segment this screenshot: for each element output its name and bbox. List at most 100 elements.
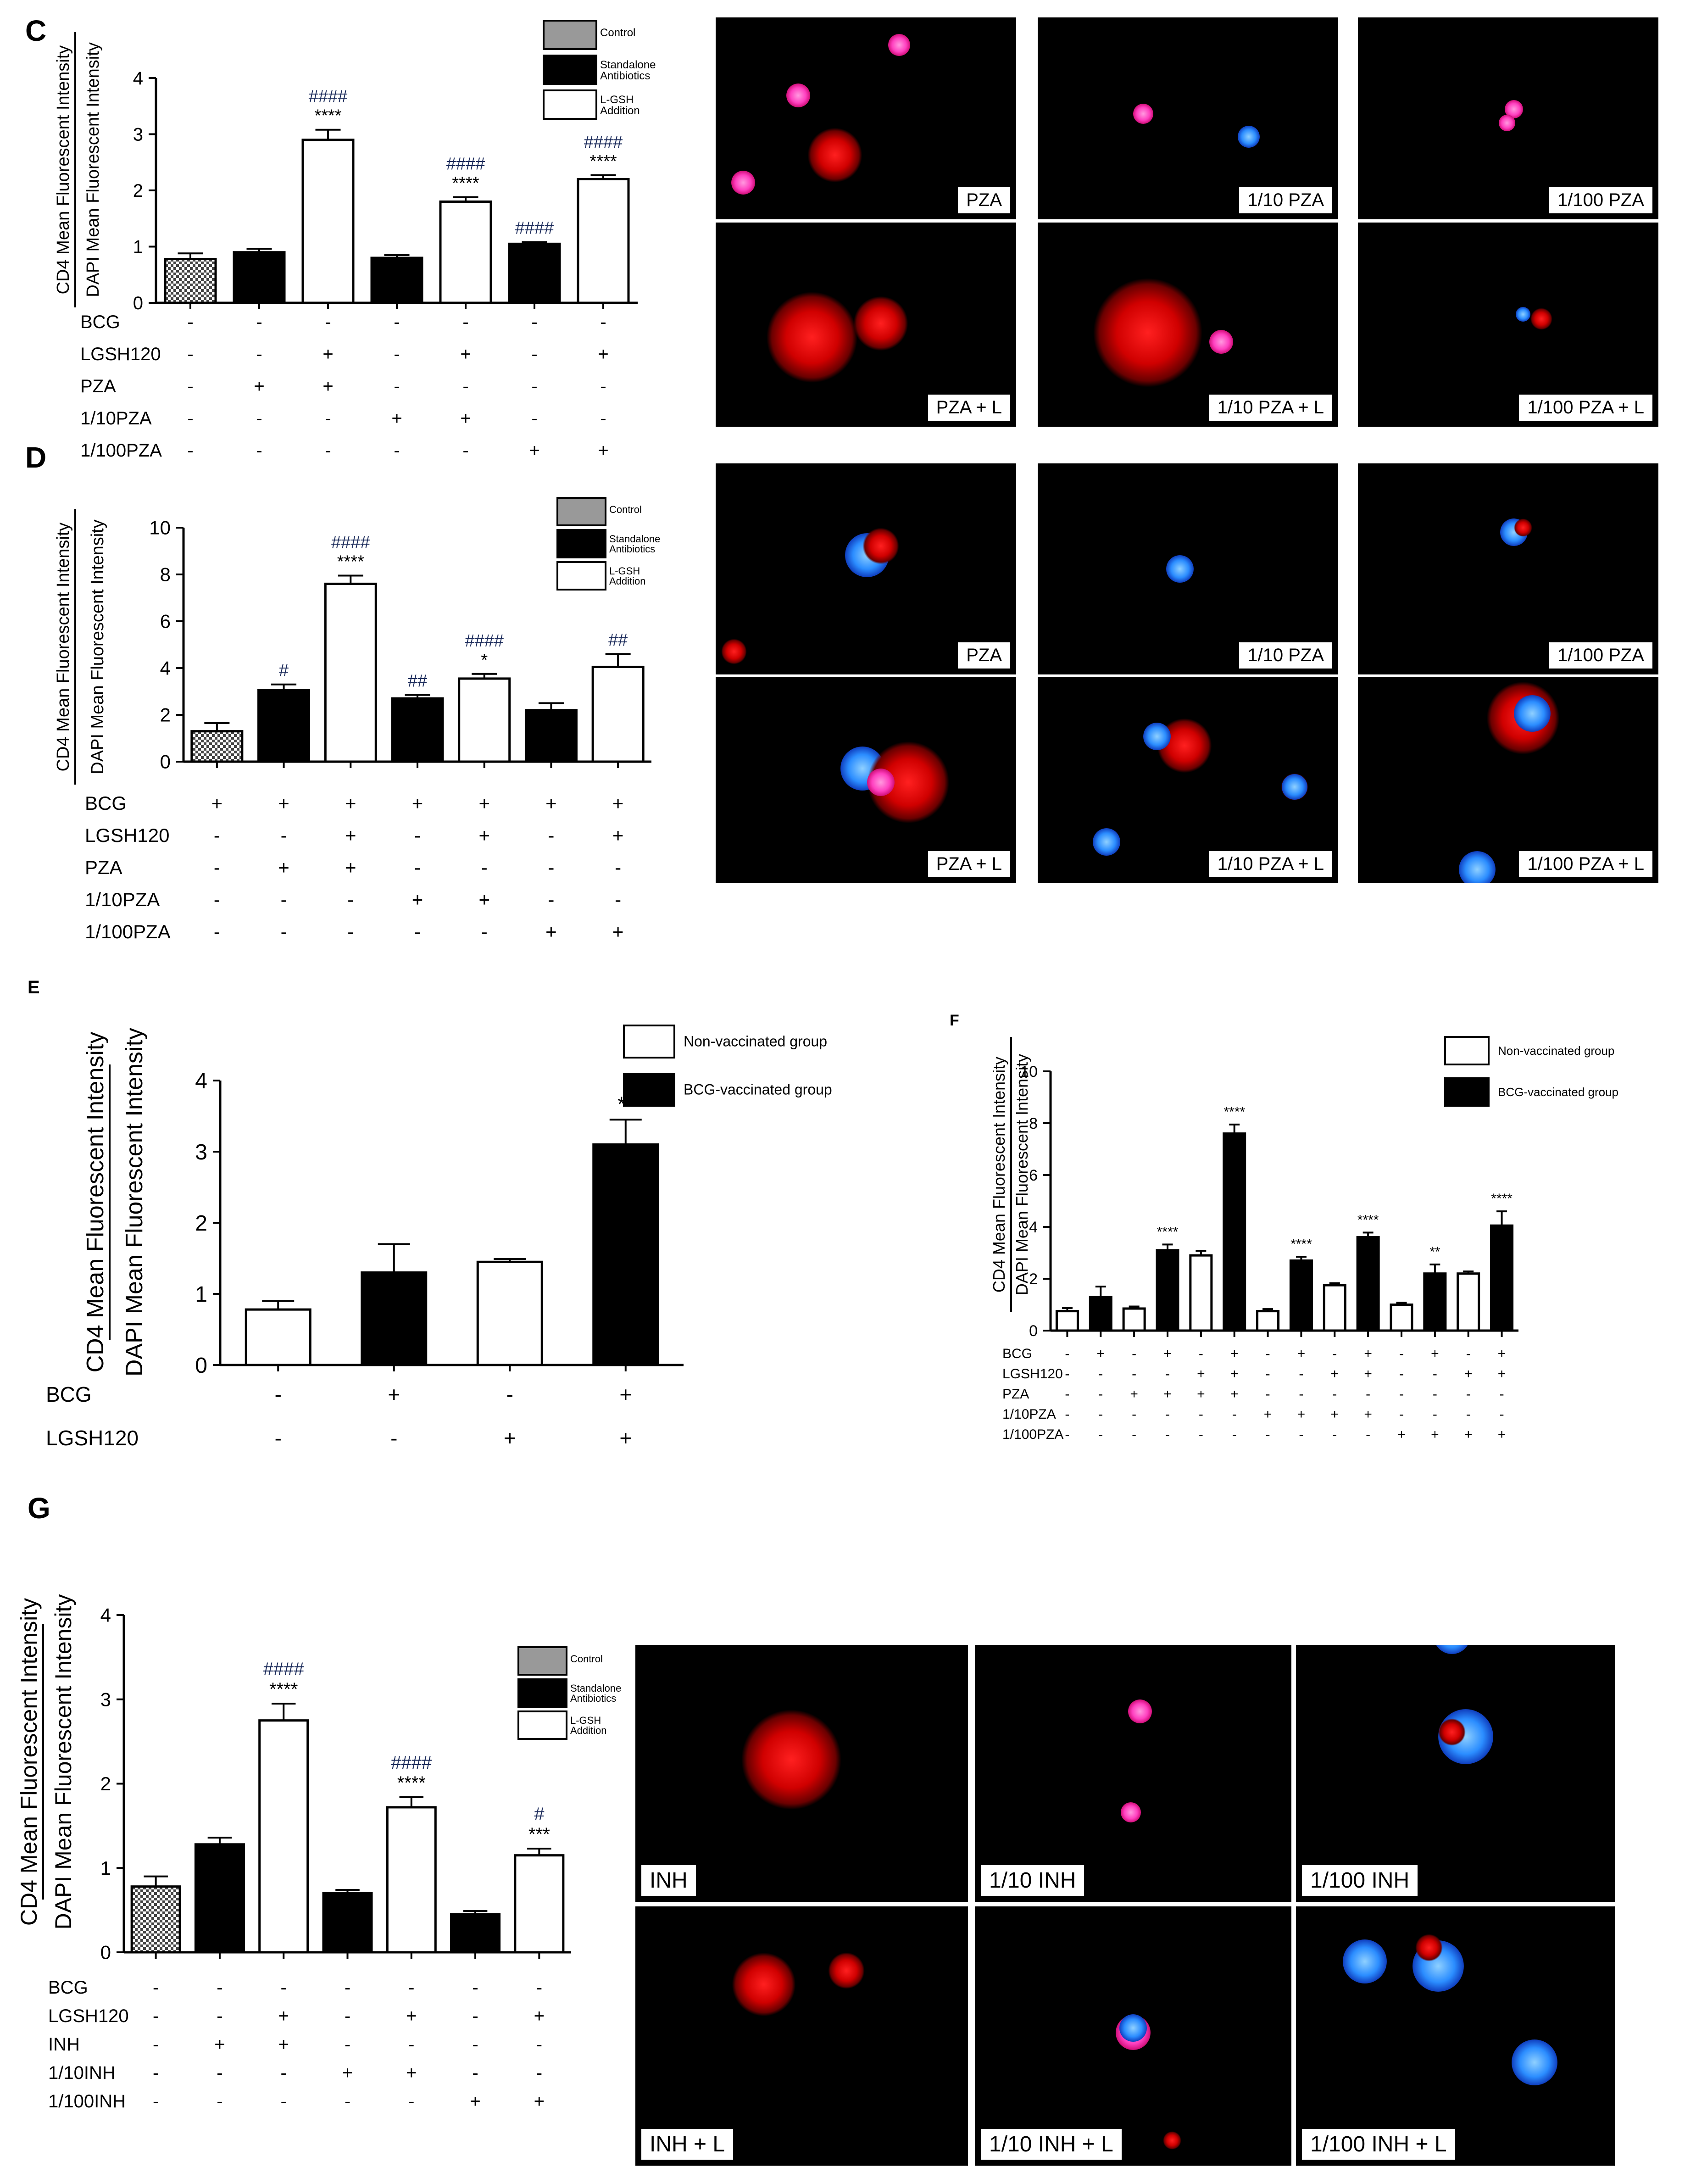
bar [439, 201, 492, 304]
condition-sign: + [214, 2034, 225, 2055]
condition-row-label: LGSH120 [48, 2006, 129, 2026]
cell-blob [1434, 1645, 1470, 1654]
condition-sign: - [531, 344, 537, 364]
bar [458, 677, 511, 763]
y-tick-label: 1 [195, 1282, 207, 1307]
condition-sign: + [1431, 1427, 1439, 1442]
condition-sign: - [390, 1426, 397, 1450]
condition-sign: - [345, 2006, 350, 2026]
condition-sign: + [1364, 1407, 1372, 1422]
condition-sign: - [462, 376, 468, 396]
significance-stars: **** [1357, 1212, 1379, 1227]
legend-label-lgsh-2: Addition [600, 105, 640, 117]
cell-blob [1163, 2131, 1181, 2150]
micrograph-d-2: 1/100 PZA [1358, 463, 1658, 674]
condition-sign: + [612, 921, 624, 942]
condition-sign: - [1232, 1427, 1237, 1442]
significance-stars: **** [1157, 1224, 1179, 1239]
micrograph-d-1: 1/10 PZA [1038, 463, 1338, 674]
condition-sign: - [615, 889, 621, 910]
micrograph-d-4: 1/10 PZA + L [1038, 677, 1338, 883]
legend-swatch-standalone [543, 55, 597, 85]
condition-sign: - [408, 1978, 414, 1998]
condition-row-label: INH [48, 2034, 80, 2055]
condition-sign: + [1163, 1387, 1172, 1402]
condition-sign: - [615, 857, 621, 878]
significance-stars: **** [1290, 1237, 1312, 1252]
condition-sign: + [1431, 1346, 1439, 1361]
legend-label-nonvax: Non-vaccinated group [684, 1033, 827, 1050]
condition-sign: - [1199, 1407, 1203, 1422]
legend-label-lgsh-2: Addition [570, 1725, 607, 1736]
condition-sign: - [394, 344, 400, 364]
significance-stars: ** [1429, 1244, 1440, 1259]
condition-row-label: PZA [85, 857, 122, 878]
condition-sign: - [408, 2091, 414, 2112]
y-tick-label: 0 [133, 293, 143, 313]
condition-sign: - [1065, 1427, 1069, 1442]
cell-blob [1516, 307, 1530, 322]
legend-swatch-lgsh [543, 89, 597, 120]
y-axis-label-cd4: CD4 Mean Fluorescent Intensity [54, 45, 73, 295]
y-tick-label: 3 [100, 1688, 111, 1710]
condition-sign: + [345, 857, 356, 878]
cell-blob [1093, 828, 1120, 856]
micrograph-label: 1/100 PZA [1547, 186, 1654, 215]
condition-sign: - [1332, 1427, 1337, 1442]
condition-sign: - [1399, 1366, 1404, 1382]
condition-sign: - [1500, 1407, 1504, 1422]
legend-label-control: Control [600, 27, 635, 39]
significance-hashes: #### [465, 631, 504, 651]
cell-blob [1128, 1699, 1152, 1723]
micrograph-label: PZA + L [926, 850, 1012, 879]
cell-blob [721, 639, 747, 664]
significance-stars: **** [589, 152, 617, 171]
condition-sign: - [281, 2063, 287, 2083]
y-tick-label: 1 [133, 237, 143, 257]
condition-sign: - [325, 312, 331, 332]
condition-sign: - [1366, 1427, 1370, 1442]
condition-sign: - [1065, 1407, 1069, 1422]
condition-sign: + [612, 792, 624, 814]
condition-sign: - [347, 921, 354, 942]
condition-sign: - [600, 376, 606, 396]
micrograph-d-5: 1/100 PZA + L [1358, 677, 1658, 883]
bar [1390, 1304, 1413, 1332]
significance-stars: **** [452, 174, 479, 193]
significance-hashes: #### [309, 87, 348, 106]
micrograph-g-1: 1/10 INH [975, 1645, 1291, 1902]
significance-hashes: # [279, 661, 289, 680]
cell-blob [1143, 723, 1171, 750]
micrograph-label: 1/10 PZA + L [1207, 850, 1334, 879]
panel-letter-e: E [28, 977, 40, 997]
condition-row-label: LGSH120 [80, 344, 161, 364]
condition-sign: - [1165, 1407, 1170, 1422]
bar [1055, 1310, 1079, 1332]
bar [1323, 1284, 1346, 1332]
legend-label-standalone: Standalone [600, 59, 656, 71]
condition-sign: - [347, 889, 354, 910]
bar [476, 1260, 543, 1366]
condition-sign: + [1197, 1387, 1205, 1402]
condition-sign: - [187, 344, 193, 364]
legend-label-control: Control [570, 1653, 603, 1665]
panel-letter-f: F [950, 1012, 959, 1029]
condition-sign: + [478, 792, 490, 814]
condition-sign: + [406, 2063, 417, 2083]
y-tick-label: 10 [1020, 1063, 1038, 1081]
condition-sign: - [153, 1978, 159, 1998]
condition-sign: - [394, 312, 400, 332]
condition-sign: - [472, 2063, 478, 2083]
condition-sign: - [217, 1978, 222, 1998]
significance-stars: **** [314, 106, 341, 126]
cell-blob [1499, 115, 1515, 131]
legend-swatch-control [517, 1646, 567, 1676]
y-tick-label: 3 [133, 125, 143, 145]
cell-blob [1238, 126, 1260, 148]
y-tick-label: 2 [1029, 1270, 1038, 1288]
condition-sign: + [1130, 1387, 1138, 1402]
cell-blob [1343, 1939, 1387, 1983]
significance-stars: **** [269, 1679, 298, 1699]
condition-sign: - [153, 2091, 159, 2112]
condition-sign: + [1097, 1346, 1105, 1361]
